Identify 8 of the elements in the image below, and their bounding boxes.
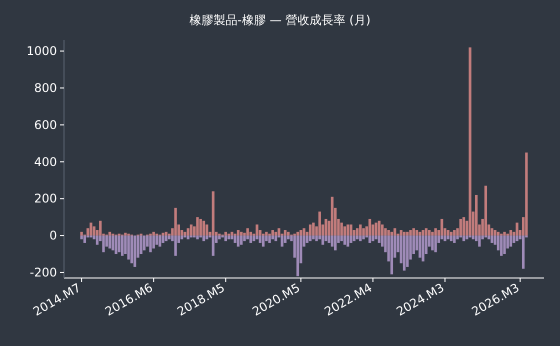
chart-title: 橡膠製品-橡膠 — 營收成長率 (月): [189, 13, 371, 27]
y-tick-label: 200: [34, 192, 57, 206]
y-tick-label: 1000: [26, 44, 57, 58]
y-tick-label: 400: [34, 154, 57, 169]
y-tick-label: -200: [30, 265, 57, 280]
y-tick-label: 0: [49, 228, 57, 243]
y-tick-label: 800: [34, 80, 57, 95]
y-tick-label: 600: [34, 118, 57, 132]
